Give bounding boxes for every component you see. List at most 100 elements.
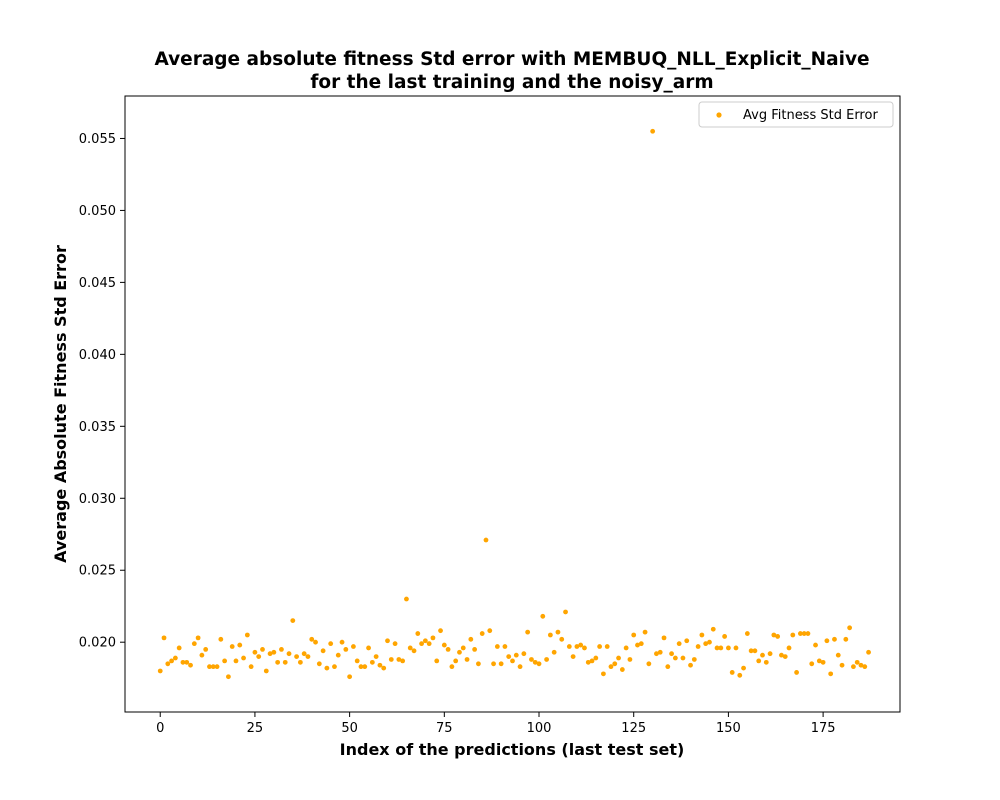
data-point bbox=[502, 644, 508, 649]
y-tick-label: 0.050 bbox=[79, 204, 116, 219]
data-point bbox=[786, 645, 792, 651]
data-point bbox=[672, 655, 678, 661]
data-point bbox=[726, 645, 731, 651]
data-point bbox=[282, 659, 288, 665]
data-point bbox=[377, 662, 383, 668]
y-tick-label: 0.020 bbox=[79, 636, 116, 651]
x-tick-label: 75 bbox=[436, 721, 453, 736]
data-point bbox=[521, 651, 527, 657]
data-point bbox=[619, 667, 625, 672]
data-point bbox=[604, 644, 610, 649]
data-point bbox=[820, 659, 826, 665]
data-point bbox=[714, 645, 720, 651]
data-point bbox=[824, 638, 830, 644]
data-point bbox=[684, 638, 690, 644]
data-point bbox=[207, 664, 212, 670]
data-point bbox=[271, 649, 277, 655]
data-point bbox=[510, 658, 515, 664]
data-point bbox=[828, 671, 834, 677]
data-point bbox=[172, 655, 178, 661]
data-point bbox=[339, 639, 345, 645]
data-point bbox=[555, 629, 561, 635]
x-tick-label: 175 bbox=[811, 721, 836, 736]
x-tick-label: 50 bbox=[341, 721, 358, 736]
legend: Avg Fitness Std Error bbox=[698, 101, 894, 128]
data-point bbox=[275, 659, 281, 665]
y-tick-label: 0.040 bbox=[79, 348, 116, 363]
data-point bbox=[771, 632, 777, 638]
data-point bbox=[718, 645, 724, 651]
data-point bbox=[388, 657, 394, 662]
data-point bbox=[816, 658, 822, 664]
data-point bbox=[494, 644, 500, 649]
data-point bbox=[241, 655, 246, 661]
data-point bbox=[737, 672, 743, 678]
data-point bbox=[566, 644, 572, 649]
data-point bbox=[422, 638, 428, 644]
data-point bbox=[813, 642, 818, 648]
data-point bbox=[691, 657, 697, 662]
data-point bbox=[506, 654, 512, 659]
data-point bbox=[680, 655, 686, 661]
y-tick-label: 0.055 bbox=[79, 132, 116, 147]
data-point bbox=[589, 658, 595, 664]
x-tick-label: 150 bbox=[716, 721, 741, 736]
data-point bbox=[688, 662, 693, 668]
data-point bbox=[612, 661, 618, 667]
data-point bbox=[547, 632, 553, 638]
data-point bbox=[748, 648, 754, 654]
data-point bbox=[862, 664, 868, 670]
data-point bbox=[544, 657, 549, 662]
data-point bbox=[404, 596, 409, 602]
data-point bbox=[286, 651, 292, 657]
data-point bbox=[513, 652, 519, 658]
data-point bbox=[373, 654, 379, 659]
data-point bbox=[203, 646, 209, 652]
y-tick-label: 0.035 bbox=[79, 420, 116, 435]
data-point bbox=[775, 634, 781, 639]
data-point bbox=[779, 652, 784, 658]
data-point bbox=[180, 659, 186, 665]
data-point bbox=[233, 658, 239, 664]
data-point bbox=[585, 659, 591, 665]
data-point bbox=[290, 618, 296, 624]
data-point bbox=[854, 659, 860, 665]
data-point bbox=[574, 644, 580, 649]
data-point bbox=[169, 658, 174, 664]
data-point bbox=[843, 636, 849, 642]
data-point bbox=[794, 670, 799, 675]
data-point bbox=[661, 635, 667, 641]
data-point bbox=[582, 645, 587, 651]
data-point bbox=[801, 631, 807, 636]
data-point bbox=[411, 648, 417, 654]
y-axis-label: Average Absolute Fitness Std Error bbox=[51, 245, 70, 563]
data-point bbox=[366, 645, 371, 651]
data-point bbox=[195, 635, 201, 641]
data-point bbox=[570, 654, 576, 659]
data-point bbox=[324, 665, 330, 671]
chart-title-line-1: Average absolute fitness Std error with … bbox=[154, 49, 869, 70]
data-point bbox=[847, 625, 853, 631]
legend-box bbox=[698, 101, 894, 128]
data-point bbox=[335, 652, 341, 658]
x-tick-label: 100 bbox=[527, 721, 552, 736]
data-point bbox=[430, 635, 436, 641]
data-point bbox=[320, 648, 326, 654]
data-point bbox=[638, 641, 644, 647]
data-point bbox=[563, 609, 568, 615]
data-point bbox=[707, 639, 712, 645]
data-point bbox=[483, 537, 489, 543]
chart-title-line-2: for the last training and the noisy_arm bbox=[310, 72, 713, 93]
legend-label: Avg Fitness Std Error bbox=[743, 108, 878, 123]
data-point bbox=[760, 652, 765, 658]
data-point bbox=[260, 646, 265, 652]
data-point bbox=[457, 649, 462, 655]
data-point bbox=[741, 665, 746, 671]
data-point bbox=[468, 636, 474, 642]
y-tick-label: 0.025 bbox=[79, 564, 116, 579]
data-point bbox=[536, 661, 542, 667]
data-point bbox=[263, 668, 269, 674]
data-point bbox=[328, 641, 334, 647]
data-point bbox=[313, 639, 318, 645]
